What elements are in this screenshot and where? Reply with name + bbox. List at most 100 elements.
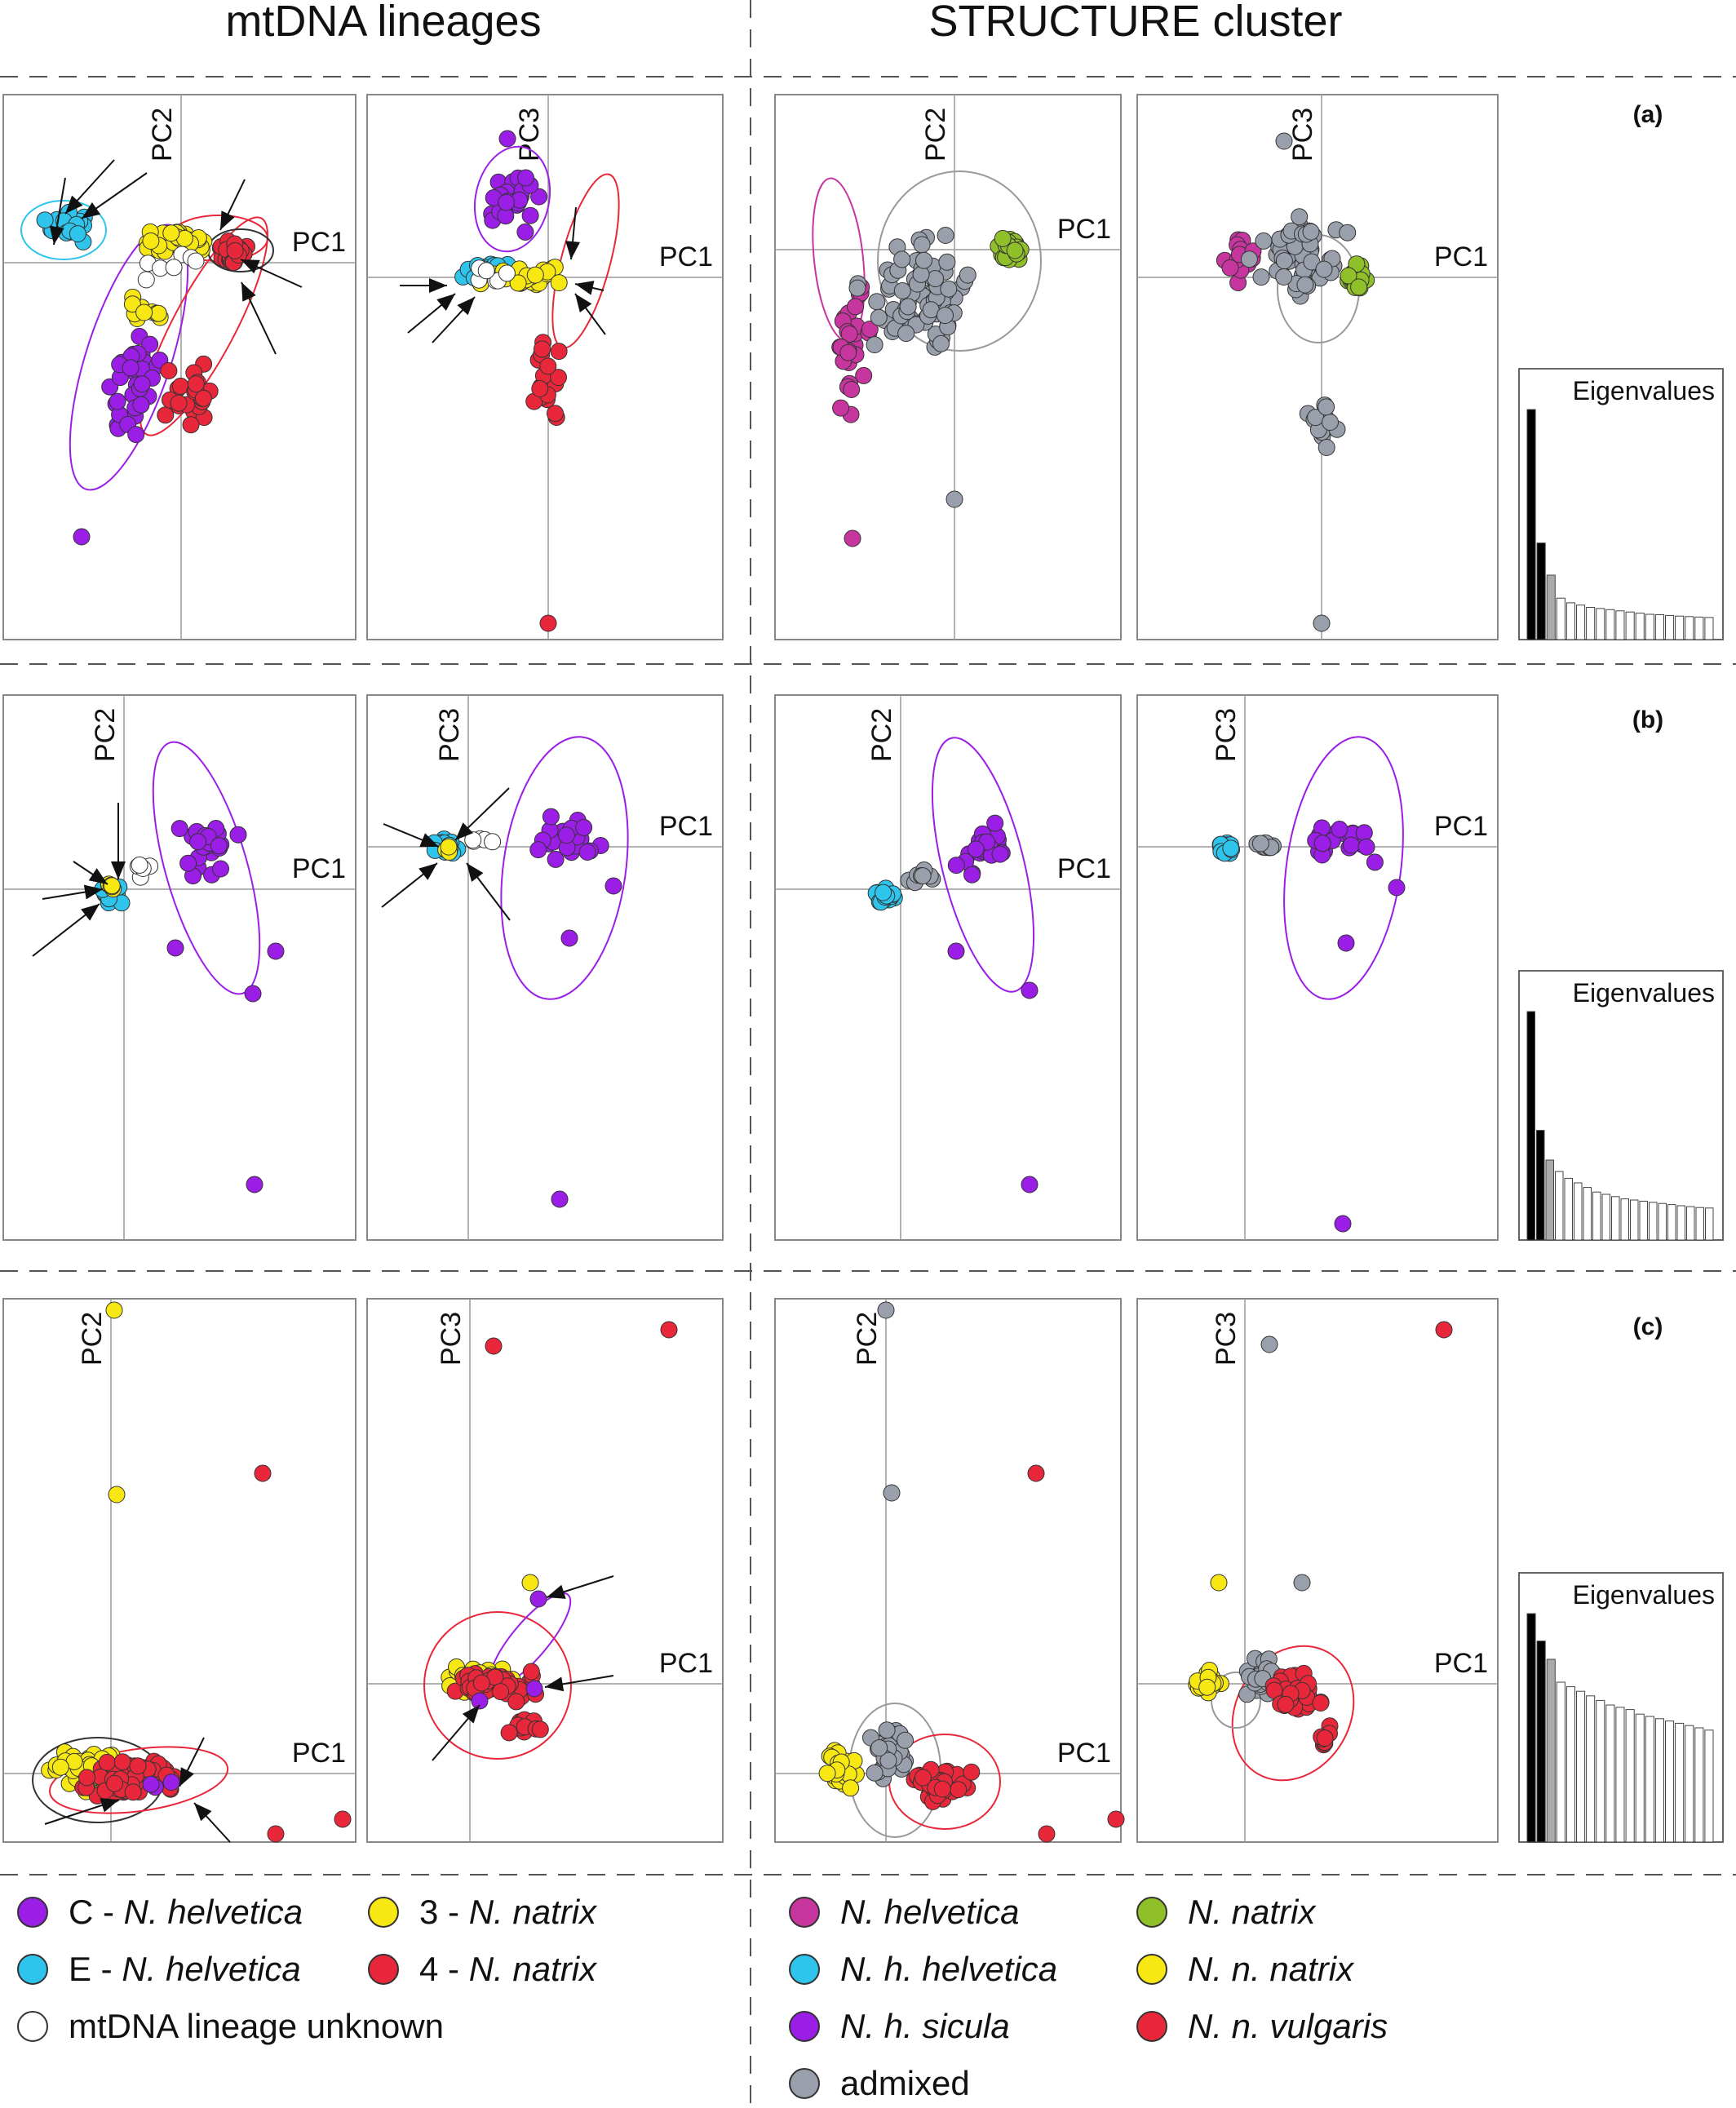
data-point [1277,1695,1295,1713]
legend-3-natrix-swatch [368,1897,399,1928]
data-point [254,1464,272,1482]
data-point [1435,1321,1453,1339]
eigenvalue-bar [1576,1690,1586,1843]
pc1-axis-label: PC1 [659,241,713,272]
data-point [914,1769,932,1787]
data-point [1316,1729,1334,1747]
data-point [1222,839,1240,857]
pointer-arrow-head [83,884,103,900]
data-point [660,1321,678,1339]
data-point [1006,241,1024,259]
data-point [522,1663,540,1681]
data-point [1315,260,1333,278]
pointer-arrow-head [457,297,475,316]
pc1-axis-label: PC1 [292,853,346,884]
data-point [108,1486,126,1504]
data-point [539,357,557,375]
legend-admixed-swatch [789,2068,820,2099]
panel-frame [1136,94,1499,640]
data-point [267,942,285,960]
data-point [1021,1176,1038,1194]
panel-frame [366,1298,724,1843]
data-point [113,1753,131,1771]
data-point [1260,1335,1278,1353]
data-point [1107,1810,1125,1828]
pointer-arrow-head [436,294,455,311]
eigenvalue-bar [1555,1171,1564,1241]
confidence-ellipse-0 [20,200,107,260]
eigenvalue-bar [1635,613,1645,640]
pointer-arrow-head [100,1798,119,1813]
data-point [578,844,596,861]
eigenvalues-inset-c: Eigenvalues [1518,1572,1724,1843]
scatter-panel-0-2: PC1 PC2 [774,94,1122,640]
eigenvalue-bar [1615,1707,1625,1843]
data-point [73,528,91,546]
eigenvalue-bar [1536,1641,1546,1843]
data-point [913,236,931,254]
data-point [534,340,551,358]
data-point [897,1731,914,1749]
data-point [1312,1694,1330,1712]
data-point [103,877,121,895]
eigenvalue-bar [1645,613,1654,640]
data-point [604,877,622,895]
eigenvalue-bar [1556,597,1566,640]
eigenvalue-bar [1592,1191,1601,1241]
panel-frame [2,94,356,640]
confidence-ellipse-0 [423,1611,572,1760]
data-point [162,224,180,242]
data-point [866,1764,884,1782]
data-point [531,380,549,397]
data-point [244,985,262,1003]
legend-n-h-sicula-name: N. h. sicula [840,2007,1010,2045]
legend-n-n-vulgaris-swatch [1136,2011,1167,2042]
data-point [509,274,527,292]
eigenvalue-bar [1635,1713,1645,1843]
data-point [1275,252,1293,270]
data-point [1313,614,1331,632]
scatter-panel-2-0: PC1 PC2 [2,1298,356,1843]
data-point [157,406,175,424]
eigenvalue-bar [1564,1177,1573,1241]
legend-3-natrix-name: N. natrix [469,1893,598,1931]
legend-admixed-name: admixed [840,2064,970,2102]
eigenvalue-bar [1546,1658,1556,1843]
eigenvalue-bar [1586,1695,1596,1843]
data-point [160,362,178,379]
data-point [542,808,560,826]
eigenvalue-bar [1705,1207,1714,1241]
data-point [1293,1574,1311,1592]
data-point [1252,268,1270,286]
data-point [991,845,1009,863]
eigenvalue-bar [1536,542,1546,640]
data-point [932,334,950,352]
legend-n-n-vulgaris-name: N. n. vulgaris [1188,2007,1388,2045]
data-point [550,369,567,387]
data-point [915,251,932,269]
data-point [575,818,593,836]
data-point [165,259,183,277]
data-point [142,232,160,250]
data-point [440,838,458,856]
legend-n-n-natrix-swatch [1136,1954,1167,1985]
confidence-ellipse-0 [931,737,1035,993]
legend-c-helvetica-prefix: C - [69,1893,124,1931]
pc3-axis-label: PC3 [1211,1312,1242,1366]
data-point [170,394,188,412]
confidence-ellipse-0 [1231,1645,1355,1782]
left-column-title: mtDNA lineages [225,0,541,46]
data-point [1339,224,1357,241]
data-point [847,298,864,316]
scatter-panels: PC1PC2PC1PC3PC1PC2PC1PC3PC1PC2PC1PC3PC1P… [2,94,1499,1843]
pointer-arrow-head [418,863,437,880]
data-point [485,1337,503,1355]
scatter-panel-2-1: PC1 PC3 [366,1298,724,1843]
eigenvalue-bar [1665,1720,1675,1843]
legend-unknown-swatch [17,2011,48,2042]
data-point [1357,838,1375,856]
data-point [557,826,575,844]
confidence-ellipse-1 [48,1746,229,1814]
